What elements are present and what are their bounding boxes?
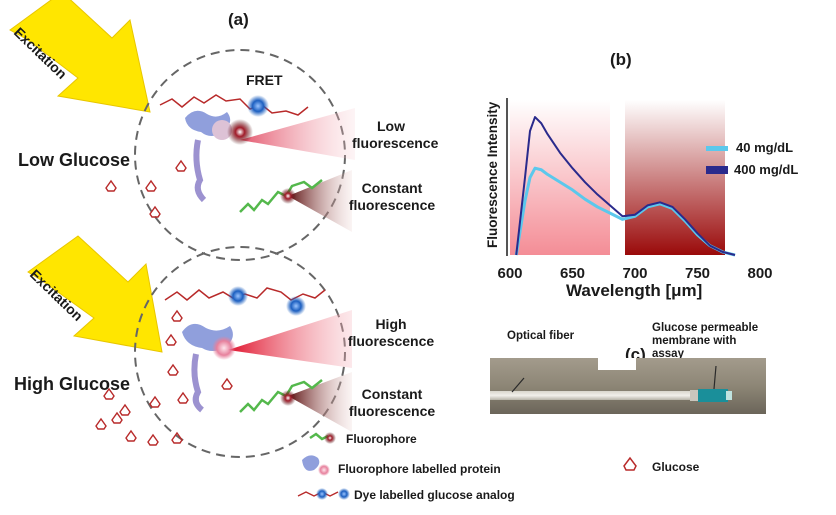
fluorophore-chain-high [239,379,323,413]
fret-donor-dot [247,95,269,117]
constant-fluorescence-label-high: Constant fluorescence [348,386,436,419]
x-tick-label: 700 [622,265,647,282]
glucose-molecules [95,159,233,446]
analog-dot-high-2 [286,296,306,316]
excitation-band-shade [510,100,610,255]
key-glucose-label: Glucose [652,460,700,474]
series-line-400 [515,116,736,256]
x-tick-label: 600 [497,265,522,282]
optical-fiber-label: Optical fiber [507,330,575,342]
x-axis-title: Wavelength [μm] [566,281,703,300]
legend-swatch-40 [706,146,728,151]
y-axis-title: Fluorescence Intensity [485,101,500,248]
legend-swatch-400 [706,166,728,174]
constant-fluorescence-beam-low [288,170,352,232]
legend-swatches [706,146,728,174]
key-fluorophore-icon [309,432,336,444]
x-tick-label: 750 [685,265,710,282]
legend-label-40: 40 mg/dL [736,140,794,155]
key-protein-icon [302,455,330,476]
emission-band-shade [625,100,725,255]
excitation-arrow-top [9,0,151,113]
legend-label-400: 400 mg/dL [734,162,799,177]
high-glucose-label: High Glucose [14,374,131,394]
fret-acceptor-dot [227,119,253,145]
fluorophore-dot-low [280,188,296,204]
key-glucose-analog-icon [297,488,350,500]
glucose-analog-chain-low [159,94,309,116]
high-fluorescence-label: High fluorescence [347,316,435,349]
key-protein-label: Fluorophore labelled protein [338,462,501,476]
fluorophore-dot-high [280,390,296,406]
series-line-40 [514,166,736,257]
low-glucose-label: Low Glucose [18,150,131,170]
constant-fluorescence-label-low: Constant fluorescence [348,180,436,213]
fret-label: FRET [246,72,283,88]
x-tick-label: 800 [747,265,772,282]
excitation-arrow-bottom [27,235,163,353]
analog-dot-high-1 [228,286,248,306]
optical-fiber [490,391,690,400]
low-fluorescence-label: Low fluorescence [352,118,439,151]
key-glucose-icon [623,456,637,471]
assay-membrane [698,389,728,402]
key-glucose-analog-label: Dye labelled glucose analog [354,488,515,502]
panel-a-label: (a) [228,10,249,29]
x-tick-label: 650 [560,265,585,282]
key-fluorophore-label: Fluorophore [346,432,417,446]
sensor-circle-low [134,49,346,261]
fluorophore-chain-low [239,179,323,213]
membrane-label: Glucose permeable membrane with assay [652,322,759,360]
sensor-photo [490,358,766,414]
high-fluorescence-beam [228,310,352,368]
labelled-protein-low [185,110,232,203]
low-fluorescence-beam [240,108,355,160]
panel-b-label: (b) [610,50,632,69]
labelled-protein-high [182,323,236,413]
fluorescence-chart: 600 650 700 750 800 [497,98,773,282]
constant-fluorescence-beam-high [288,372,352,432]
